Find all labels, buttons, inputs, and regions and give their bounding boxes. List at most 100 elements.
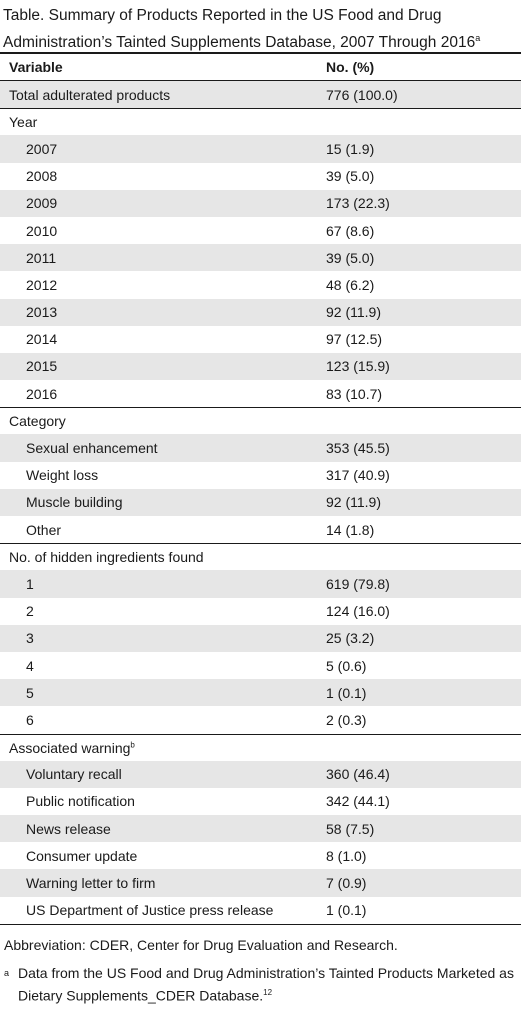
table-title: Table. Summary of Products Reported in t… bbox=[0, 0, 523, 52]
row-label: Consumer update bbox=[26, 847, 138, 864]
row-value: 123 (15.9) bbox=[326, 358, 390, 375]
warning-rows: Voluntary recall 360 (46.4) Public notific… bbox=[0, 760, 523, 924]
row-value: 39 (5.0) bbox=[326, 168, 375, 185]
table-row: Sexual enhancement 353 (45.5) bbox=[0, 434, 521, 462]
table-row: Consumer update 8 (1.0) bbox=[0, 842, 521, 869]
warning-footnote-mark: b bbox=[130, 739, 135, 749]
table-row: 3 25 (3.2) bbox=[0, 624, 521, 652]
row-label: 2009 bbox=[26, 195, 58, 212]
row-value: 14 (1.8) bbox=[326, 521, 375, 538]
table-header: Variable No. (%) bbox=[0, 54, 521, 81]
warning-label: Associated warning bbox=[9, 739, 131, 756]
row-label: Voluntary recall bbox=[26, 766, 122, 783]
table-row: 2013 92 (11.9) bbox=[0, 298, 521, 326]
row-value: 8 (1.0) bbox=[326, 847, 367, 864]
row-label: Sexual enhancement bbox=[26, 440, 158, 457]
row-value: 619 (79.8) bbox=[326, 575, 390, 592]
row-label: US Department of Justice press release bbox=[26, 902, 274, 919]
table-row: 2014 97 (12.5) bbox=[0, 326, 521, 353]
row-label: Weight loss bbox=[26, 467, 99, 484]
table-row: News release 58 (7.5) bbox=[0, 815, 521, 843]
table-row: 1 619 (79.8) bbox=[0, 570, 521, 598]
hidden-ingredient-rows: 1 619 (79.8) 2 124 (16.0) 3 25 (3.2) 4 5 (0.6) 5… bbox=[0, 570, 523, 733]
row-value: 39 (5.0) bbox=[326, 249, 375, 266]
table-top-rule bbox=[0, 52, 521, 54]
row-value: 173 (22.3) bbox=[326, 195, 390, 212]
row-label: 1 bbox=[26, 575, 34, 592]
row-label: 3 bbox=[26, 630, 34, 647]
row-label: 2010 bbox=[26, 222, 58, 239]
footnote-ref: 12 bbox=[263, 987, 273, 997]
group-label: Associated warningb bbox=[0, 740, 315, 756]
row-label: 2012 bbox=[26, 276, 58, 293]
table-row: 2009 173 (22.3) bbox=[0, 189, 521, 217]
table-row: 4 5 (0.6) bbox=[0, 652, 521, 679]
row-label: Total adulterated products bbox=[9, 86, 171, 103]
row-label: 2014 bbox=[26, 331, 58, 348]
table-row: 2 124 (16.0) bbox=[0, 598, 521, 625]
row-value: 353 (45.5) bbox=[326, 440, 390, 457]
row-value: 97 (12.5) bbox=[326, 331, 383, 348]
header-value: No. (%) bbox=[326, 59, 375, 75]
row-label: 2011 bbox=[26, 249, 57, 266]
group-header-category: Category bbox=[0, 407, 521, 434]
row-label: 2013 bbox=[26, 304, 58, 321]
row-value: 83 (10.7) bbox=[326, 385, 383, 402]
table-bottom-rule bbox=[0, 923, 521, 925]
row-label: 2 bbox=[26, 603, 34, 620]
row-value: 67 (8.6) bbox=[326, 222, 375, 239]
row-value: 48 (6.2) bbox=[326, 276, 375, 293]
row-value: 92 (11.9) bbox=[326, 494, 381, 511]
table-row: 6 2 (0.3) bbox=[0, 706, 521, 733]
group-header-warning: Associated warningb bbox=[0, 733, 521, 761]
table-row: Voluntary recall 360 (46.4) bbox=[0, 760, 521, 788]
group-header-hidden-ingredients: No. of hidden ingredients found bbox=[0, 543, 521, 570]
table-row: Weight loss 317 (40.9) bbox=[0, 462, 521, 489]
category-rows: Sexual enhancement 353 (45.5) Weight loss 3… bbox=[0, 434, 523, 543]
row-value: 25 (3.2) bbox=[326, 630, 375, 647]
row-label: 2008 bbox=[26, 168, 58, 185]
table-row: Muscle building 92 (11.9) bbox=[0, 488, 521, 516]
abbreviation-note: Abbreviation: CDER, Center for Drug Eval… bbox=[4, 936, 398, 953]
row-label: 2016 bbox=[26, 385, 58, 402]
row-value: 317 (40.9) bbox=[326, 467, 390, 484]
row-value: 124 (16.0) bbox=[326, 603, 390, 620]
table-row: 2007 15 (1.9) bbox=[0, 135, 521, 163]
group-header-year: Year bbox=[0, 108, 521, 135]
row-label: 2007 bbox=[26, 140, 58, 157]
footnote-mark: a bbox=[4, 967, 10, 978]
row-value: 360 (46.4) bbox=[326, 766, 390, 783]
table-row: 2011 39 (5.0) bbox=[0, 244, 521, 272]
row-value: 776 (100.0) bbox=[326, 86, 398, 103]
row-value: 2 (0.3) bbox=[326, 711, 367, 728]
group-label: Year bbox=[9, 114, 38, 131]
row-value: 92 (11.9) bbox=[326, 304, 381, 321]
footnote-text: Data from the US Food and Drug Administr… bbox=[18, 964, 514, 1004]
row-value: 342 (44.1) bbox=[326, 793, 390, 810]
table-row: 2008 39 (5.0) bbox=[0, 163, 521, 190]
table-row: Other 14 (1.8) bbox=[0, 516, 521, 543]
table-row: 2016 83 (10.7) bbox=[0, 380, 521, 407]
header-variable: Variable bbox=[9, 59, 63, 75]
table-row: 2010 67 (8.6) bbox=[0, 217, 521, 244]
row-label: 5 bbox=[26, 684, 34, 701]
row-value: 1 (0.1) bbox=[326, 684, 367, 701]
row-label: 2015 bbox=[26, 358, 58, 375]
table-row-total: Total adulterated products 776 (100.0) bbox=[0, 81, 521, 109]
table-row: US Department of Justice press release 1 … bbox=[0, 897, 521, 924]
footnote-a: a Data from the US Food and Drug Adminis… bbox=[0, 955, 523, 1006]
table-row: 5 1 (0.1) bbox=[0, 679, 521, 707]
row-value: 5 (0.6) bbox=[326, 657, 367, 674]
group-label: Category bbox=[9, 413, 66, 430]
title-line-2: Administration’s Tainted Supplements Dat… bbox=[3, 34, 476, 52]
table-row: Warning letter to firm 7 (0.9) bbox=[0, 869, 521, 897]
row-label: Other bbox=[26, 521, 62, 538]
row-label: Muscle building bbox=[26, 494, 123, 511]
row-value: 58 (7.5) bbox=[326, 820, 375, 837]
title-footnote-mark: a bbox=[475, 33, 481, 43]
title-line-1: Table. Summary of Products Reported in t… bbox=[3, 7, 442, 24]
row-label: 6 bbox=[26, 711, 34, 728]
year-rows: 2007 15 (1.9) 2008 39 (5.0) 2009 173 (22.3) 20… bbox=[0, 135, 523, 407]
row-label: Public notification bbox=[26, 793, 135, 810]
